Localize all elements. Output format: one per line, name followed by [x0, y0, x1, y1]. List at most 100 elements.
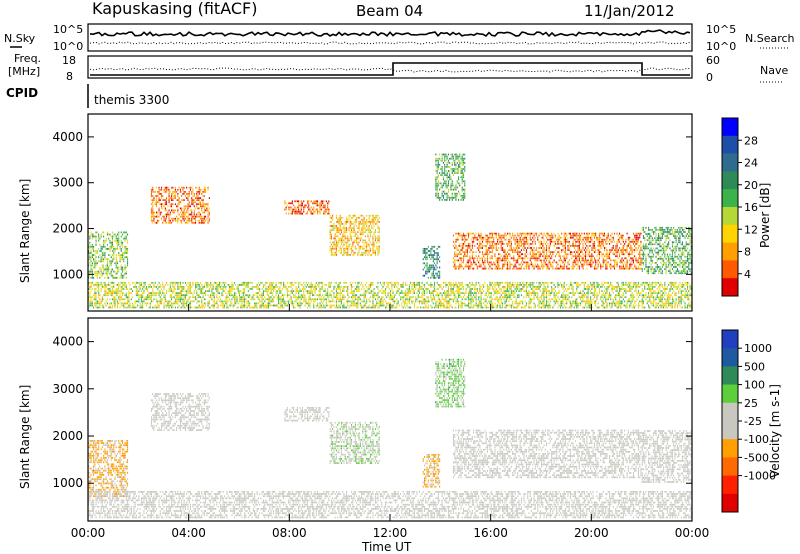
- heatmap-cell: [357, 235, 359, 238]
- heatmap-cell: [294, 210, 296, 213]
- heatmap-cell: [259, 298, 261, 301]
- heatmap-cell: [495, 245, 497, 247]
- heatmap-cell: [283, 296, 285, 299]
- heatmap-cell: [444, 170, 446, 172]
- heatmap-cell: [205, 215, 207, 218]
- heatmap-cell: [679, 264, 681, 266]
- heatmap-cell: [635, 236, 637, 239]
- heatmap-cell: [347, 247, 349, 250]
- heatmap-cell: [89, 294, 91, 297]
- heatmap-cell: [157, 191, 159, 193]
- heatmap-cell: [181, 191, 183, 193]
- heatmap-cell: [103, 304, 105, 307]
- heatmap-cell: [153, 294, 155, 297]
- heatmap-cell: [456, 170, 458, 172]
- heatmap-cell: [642, 243, 644, 246]
- heatmap-cell: [575, 253, 577, 256]
- heatmap-cell: [651, 239, 653, 242]
- heatmap-cell: [195, 284, 197, 286]
- heatmap-cell: [543, 249, 545, 251]
- heatmap-cell: [201, 215, 203, 218]
- heatmap-cell: [444, 172, 446, 174]
- heatmap-cell: [518, 234, 520, 237]
- heatmap-cell: [134, 286, 136, 288]
- heatmap-cell: [561, 265, 563, 268]
- heatmap-cell: [123, 274, 125, 277]
- heatmap-cell: [251, 298, 253, 301]
- heatmap-cell: [676, 264, 678, 266]
- heatmap-cell: [338, 218, 340, 221]
- heatmap-cell: [122, 256, 124, 259]
- heatmap-cell: [91, 276, 93, 279]
- heatmap-cell: [373, 249, 375, 252]
- heatmap-cell: [338, 216, 340, 219]
- heatmap-cell: [278, 300, 280, 303]
- heatmap-cell: [354, 221, 356, 223]
- heatmap-cell: [637, 261, 639, 264]
- heatmap-cell: [174, 300, 176, 303]
- heatmap-cell: [476, 236, 478, 239]
- heatmap-cell: [451, 163, 453, 166]
- heatmap-cell: [351, 237, 353, 240]
- heatmap-cell: [111, 235, 113, 238]
- heatmap-cell: [533, 234, 535, 237]
- heatmap-cell: [101, 304, 103, 307]
- heatmap-cell: [606, 267, 608, 270]
- heatmap-cell: [431, 248, 433, 250]
- heatmap-cell: [422, 262, 424, 265]
- heatmap-cell: [89, 235, 91, 238]
- heatmap-cell: [606, 255, 608, 258]
- heatmap-cell: [262, 306, 264, 309]
- heatmap-cell: [563, 247, 565, 249]
- heatmap-cell: [683, 251, 685, 254]
- heatmap-cell: [681, 272, 683, 275]
- heatmap-cell: [288, 302, 290, 305]
- heatmap-cell: [275, 286, 277, 288]
- heatmap-cell: [642, 253, 644, 256]
- heatmap-cell: [153, 306, 155, 309]
- heatmap-cell: [236, 298, 238, 301]
- heatmap-cell: [339, 225, 341, 227]
- heatmap-cell: [549, 236, 551, 239]
- heatmap-cell: [135, 294, 137, 297]
- heatmap-cell: [106, 276, 108, 279]
- heatmap-cell: [372, 245, 374, 248]
- heatmap-cell: [583, 232, 585, 235]
- heatmap-cell: [437, 194, 439, 197]
- heatmap-cell: [100, 248, 102, 250]
- heatmap-cell: [247, 284, 249, 286]
- heatmap-cell: [153, 217, 155, 220]
- heatmap-cell: [476, 259, 478, 262]
- heatmap-cell: [463, 251, 465, 253]
- heatmap-cell: [369, 229, 371, 231]
- heatmap-cell: [104, 276, 106, 279]
- heatmap-cell: [260, 300, 262, 303]
- heatmap-cell: [153, 215, 155, 218]
- heatmap-cell: [622, 245, 624, 247]
- heatmap-cell: [195, 298, 197, 301]
- heatmap-cell: [354, 214, 356, 217]
- heatmap-cell: [658, 235, 660, 237]
- heatmap-cell: [573, 255, 575, 258]
- heatmap-cell: [524, 257, 526, 260]
- heatmap-cell: [564, 249, 566, 251]
- heatmap-cell: [98, 260, 100, 263]
- heatmap-cell: [504, 253, 506, 256]
- heatmap-cell: [225, 298, 227, 301]
- heatmap-cell: [89, 274, 91, 277]
- heatmap-cell: [208, 288, 210, 290]
- heatmap-cell: [351, 235, 353, 238]
- heatmap-cell: [257, 298, 259, 301]
- heatmap-cell: [447, 190, 449, 193]
- heatmap-cell: [181, 286, 183, 288]
- heatmap-cell: [629, 263, 631, 266]
- heatmap-cell: [606, 263, 608, 266]
- heatmap-cell: [580, 238, 582, 241]
- heatmap-cell: [178, 296, 180, 299]
- heatmap-cell: [262, 286, 264, 288]
- heatmap-cell: [325, 200, 327, 203]
- heatmap-cell: [658, 229, 660, 231]
- heatmap-cell: [602, 261, 604, 264]
- heatmap-cell: [475, 263, 477, 266]
- heatmap-cell: [164, 221, 166, 224]
